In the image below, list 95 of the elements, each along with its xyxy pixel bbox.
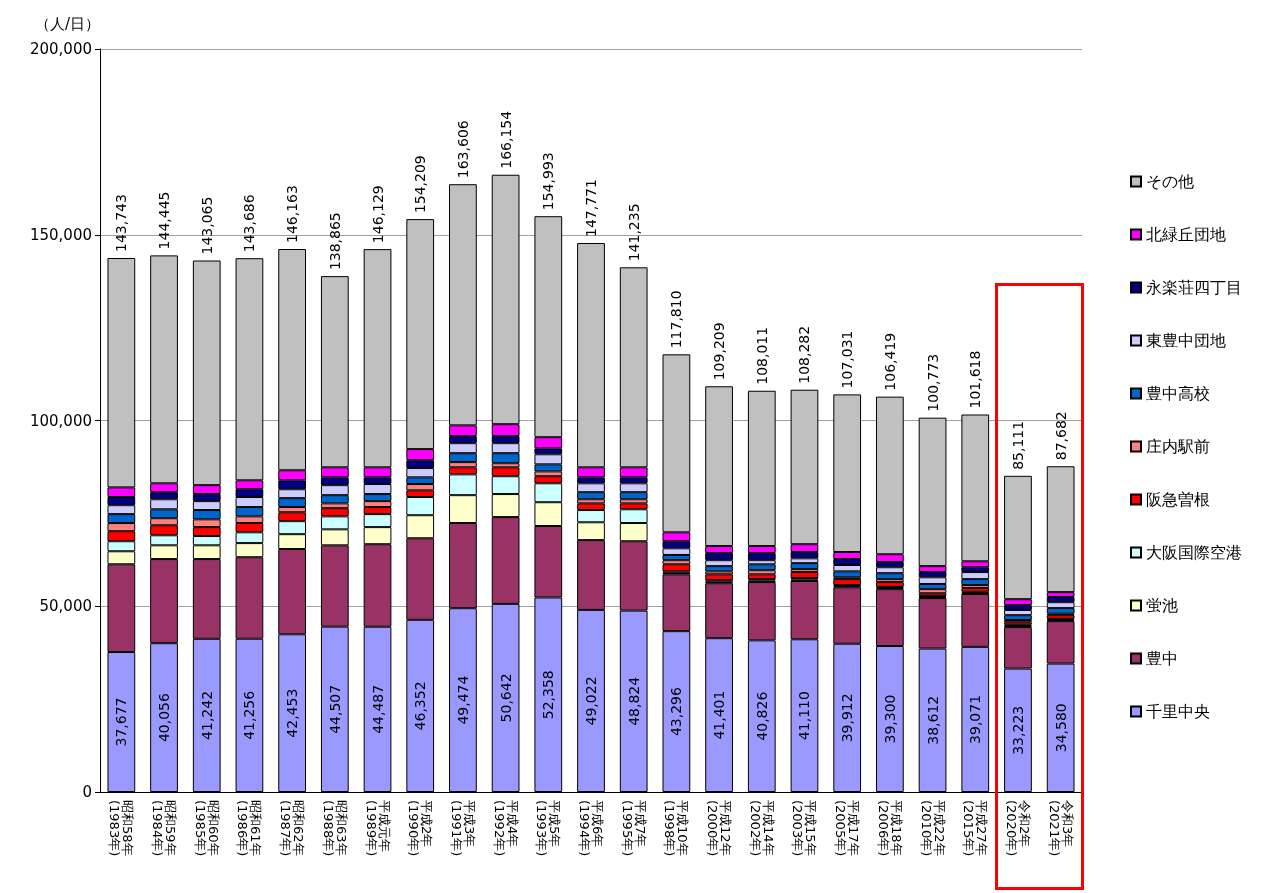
- bar: [747, 564, 776, 571]
- x-tick-label: 平成4年 (1992年): [491, 800, 520, 857]
- legend-label: 東豊中団地: [1146, 331, 1226, 350]
- data-label: 44,487: [369, 684, 386, 734]
- data-label: 41,110: [796, 691, 813, 741]
- data-label: 40,056: [156, 693, 173, 743]
- x-tick-label: 昭和63年 (1988年): [320, 800, 349, 857]
- data-label: 49,474: [454, 675, 471, 725]
- total-label: 108,011: [753, 326, 770, 385]
- x-tick-label: 平成元年 (1989年): [363, 800, 392, 857]
- legend-label: 庄内駅前: [1146, 437, 1210, 456]
- data-label: 40,826: [753, 691, 770, 741]
- x-tick-label: 平成6年 (1994年): [577, 800, 605, 857]
- legend-label: 蛍池: [1146, 596, 1178, 615]
- data-label: 38,612: [924, 695, 941, 745]
- x-tick-label: 昭和62年 (1987年): [278, 800, 307, 857]
- total-label: 154,993: [540, 152, 557, 211]
- x-tick-label: 平成5年 (1993年): [534, 800, 563, 857]
- x-tick-label: 平成7年 (1995年): [619, 800, 648, 857]
- total-label: 143,743: [113, 194, 130, 252]
- x-tick-label: 平成18年 (2006年): [875, 800, 904, 857]
- total-label: 109,209: [711, 322, 728, 381]
- total-label: 85,111: [1009, 420, 1026, 470]
- data-label: 39,300: [881, 694, 898, 744]
- total-label: 138,865: [326, 212, 343, 271]
- data-label: 33,223: [1009, 705, 1026, 755]
- x-tick-label: 平成3年 (1991年): [448, 800, 477, 857]
- y-tick-label: 100,000: [29, 411, 92, 430]
- total-label: 146,129: [369, 185, 386, 244]
- legend-label: その他: [1146, 172, 1194, 191]
- bar: [1046, 466, 1075, 593]
- data-label: 48,824: [625, 676, 642, 726]
- x-tick-label: 平成22年 (2010年): [918, 800, 947, 857]
- data-label: 39,912: [839, 693, 856, 743]
- total-label: 100,773: [924, 353, 941, 412]
- bar: [833, 579, 862, 586]
- data-label: 41,401: [711, 690, 728, 740]
- data-label: 43,296: [668, 687, 685, 737]
- data-label: 44,507: [326, 684, 343, 734]
- data-label: 41,256: [241, 690, 258, 740]
- x-tick-label: 令和3年 (2021年): [1046, 800, 1075, 857]
- total-label: 144,445: [156, 191, 173, 250]
- x-tick-label: 昭和58年 (1983年): [107, 800, 136, 857]
- data-label: 41,242: [198, 690, 215, 740]
- legend-label: 永楽荘四丁目: [1146, 278, 1242, 297]
- bar: [662, 564, 691, 572]
- total-label: 87,682: [1052, 411, 1069, 461]
- bar: [705, 574, 733, 581]
- legend-label: 千里中央: [1146, 702, 1210, 721]
- total-label: 146,163: [284, 185, 301, 243]
- total-label: 154,209: [412, 155, 429, 214]
- total-label: 141,235: [625, 203, 642, 262]
- bar: [875, 582, 904, 587]
- total-label: 147,771: [583, 179, 599, 238]
- y-tick-label: 150,000: [29, 225, 92, 244]
- x-tick-label: 平成10年 (1998年): [662, 800, 691, 857]
- total-label: 117,810: [668, 290, 685, 349]
- bar: [1004, 609, 1032, 616]
- x-tick-label: 平成12年 (2000年): [705, 800, 734, 857]
- total-label: 143,065: [198, 196, 215, 255]
- data-label: 52,358: [540, 670, 557, 720]
- x-tick-label: 平成27年 (2015年): [961, 800, 990, 857]
- data-label: 49,022: [583, 676, 599, 726]
- y-axis-title: （人/日）: [34, 14, 100, 33]
- total-label: 107,031: [839, 330, 856, 389]
- legend-label: 豊中高校: [1146, 384, 1210, 403]
- x-tick-label: 昭和61年 (1986年): [235, 800, 264, 857]
- total-label: 108,282: [796, 325, 813, 384]
- y-tick-label: 50,000: [39, 597, 92, 616]
- total-label: 106,419: [881, 332, 898, 391]
- data-label: 42,453: [284, 688, 301, 738]
- x-tick-label: 令和2年 (2020年): [1003, 800, 1032, 857]
- x-tick-label: 平成17年 (2005年): [833, 800, 862, 857]
- data-label: 34,580: [1052, 703, 1069, 753]
- total-label: 101,618: [967, 350, 984, 409]
- legend-label: 阪急曽根: [1146, 490, 1210, 509]
- data-label: 46,352: [412, 681, 429, 731]
- legend-label: 大阪国際空港: [1146, 543, 1242, 562]
- bar: [790, 572, 819, 579]
- legend-label: 豊中: [1146, 649, 1178, 668]
- x-tick-label: 平成14年 (2002年): [747, 800, 776, 857]
- y-tick-label: 0: [82, 783, 92, 801]
- y-tick-label: 200,000: [29, 40, 92, 58]
- x-tick-label: 平成2年 (1990年): [406, 800, 435, 857]
- data-label: 50,642: [497, 673, 514, 723]
- total-label: 143,686: [241, 194, 258, 253]
- x-tick-label: 昭和59年 (1984年): [150, 800, 179, 857]
- total-label: 166,154: [497, 110, 514, 169]
- legend-label: 北緑丘団地: [1146, 225, 1226, 244]
- x-tick-label: 平成15年 (2003年): [790, 800, 819, 857]
- data-label: 37,677: [113, 697, 130, 747]
- data-label: 39,071: [967, 694, 984, 744]
- total-label: 163,606: [454, 120, 471, 179]
- x-tick-label: 昭和60年 (1985年): [192, 800, 221, 857]
- bar: [747, 574, 776, 580]
